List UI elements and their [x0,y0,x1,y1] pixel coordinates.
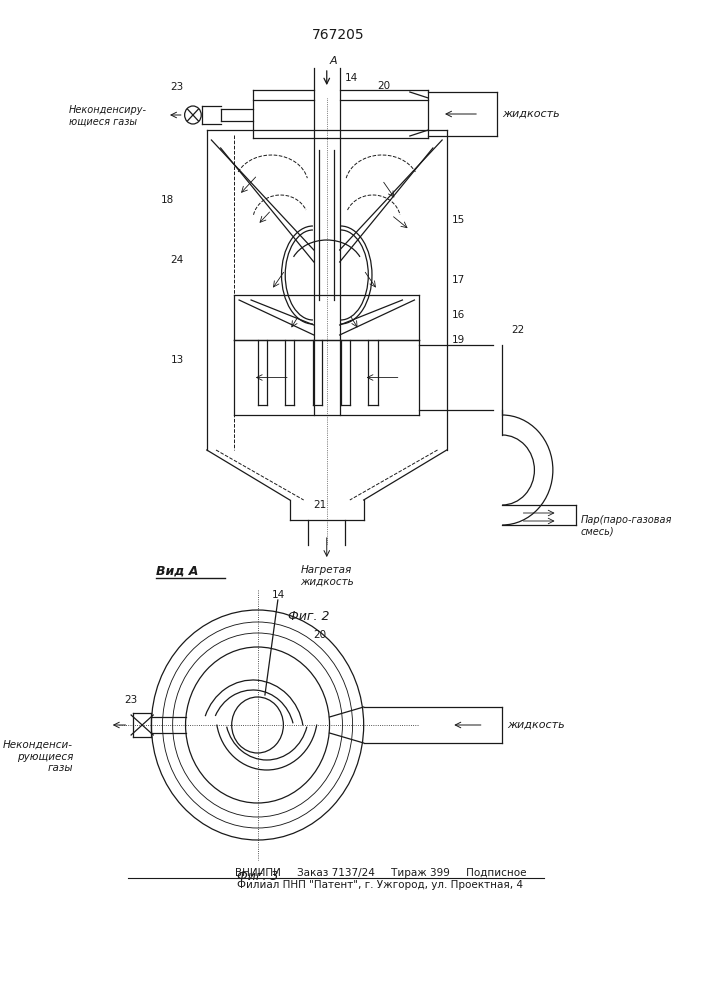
Text: 21: 21 [313,500,327,510]
Text: жидкость: жидкость [507,720,564,730]
Text: 14: 14 [271,590,285,600]
Text: 16: 16 [451,310,464,320]
Text: Неконденси-
рующиеся
газы: Неконденси- рующиеся газы [3,740,73,773]
Text: 15: 15 [451,215,464,225]
Text: Фиг. 3: Фиг. 3 [237,870,279,883]
Text: 19: 19 [451,335,464,345]
Text: 20: 20 [313,630,326,640]
Text: 18: 18 [161,195,175,205]
Text: ВНИИПИ     Заказ 7137/24     Тираж 399     Подписное: ВНИИПИ Заказ 7137/24 Тираж 399 Подписное [235,868,526,878]
Text: жидкость: жидкость [502,109,560,119]
Text: 17: 17 [451,275,464,285]
Text: Фиг. 2: Фиг. 2 [288,610,329,623]
Text: 23: 23 [124,695,138,705]
Text: А: А [329,56,337,66]
Text: 22: 22 [511,325,525,335]
Text: Неконденсиру-
ющиеся газы: Неконденсиру- ющиеся газы [69,105,147,127]
Text: 23: 23 [170,82,183,92]
Text: 24: 24 [170,255,184,265]
Text: 14: 14 [345,73,358,83]
Text: 13: 13 [170,355,184,365]
Text: 767205: 767205 [312,28,364,42]
Text: Вид А: Вид А [156,565,199,578]
Text: Нагретая
жидкость: Нагретая жидкость [300,565,354,587]
Text: Филиал ПНП "Патент", г. Ужгород, ул. Проектная, 4: Филиал ПНП "Патент", г. Ужгород, ул. Про… [238,880,523,890]
Text: Пар(паро-газовая
смесь): Пар(паро-газовая смесь) [580,515,672,537]
Text: 20: 20 [378,81,391,91]
